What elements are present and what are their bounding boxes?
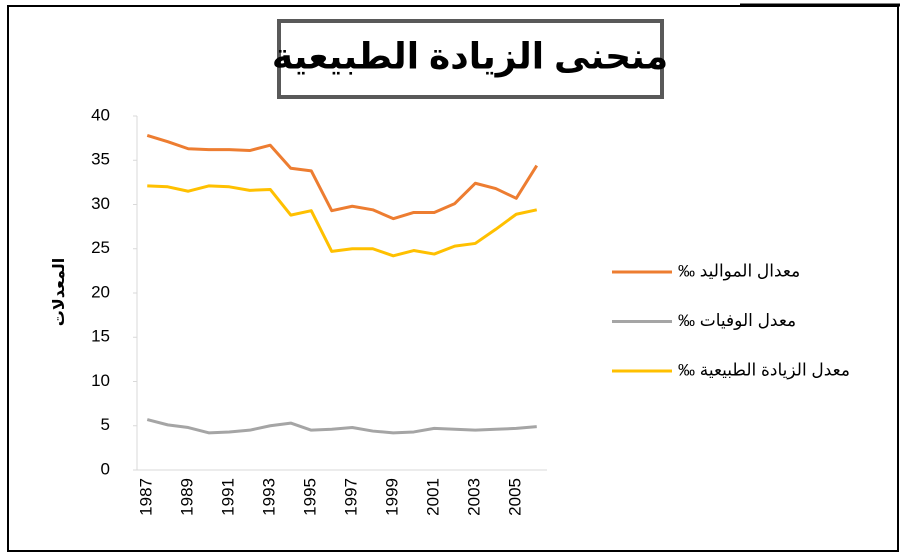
y-axis-label: المعدلات: [51, 258, 68, 326]
y-tick-label: 25: [91, 238, 110, 257]
y-tick-label: 40: [91, 105, 110, 124]
series-line: [146, 418, 537, 435]
legend-label: معدال المواليد ‰: [678, 261, 800, 280]
chart-title: منحنى الزيادة الطبيعية: [272, 36, 668, 78]
y-tick-label: 35: [91, 150, 110, 169]
y-tick-label: 5: [101, 415, 110, 434]
series-line: [146, 134, 539, 221]
series-line: [147, 184, 538, 258]
x-tick-label: 2003: [465, 478, 484, 516]
y-tick-label: 15: [91, 327, 110, 346]
x-tick-label: 1995: [301, 478, 320, 516]
legend-label: معدل الزيادة الطبيعية ‰: [678, 360, 850, 379]
y-tick-label: 30: [91, 194, 110, 213]
x-tick-label: 2001: [424, 478, 443, 516]
x-tick-label: 1989: [178, 478, 197, 516]
x-tick-label: 1999: [383, 478, 402, 516]
y-tick-label: 10: [91, 371, 110, 390]
title-box: [277, 19, 664, 99]
x-tick-label: 1987: [137, 478, 156, 516]
y-tick-label: 20: [91, 282, 110, 301]
x-tick-label: 2005: [506, 478, 525, 516]
x-tick-label: 1991: [219, 478, 238, 516]
x-tick-label: 1997: [342, 478, 361, 516]
legend-label: معدل الوفيات ‰: [678, 311, 796, 330]
y-tick-label: 0: [101, 459, 110, 478]
x-tick-label: 1993: [260, 478, 279, 516]
